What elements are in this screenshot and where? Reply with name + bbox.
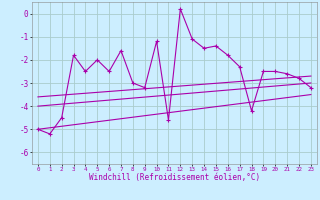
X-axis label: Windchill (Refroidissement éolien,°C): Windchill (Refroidissement éolien,°C)	[89, 173, 260, 182]
